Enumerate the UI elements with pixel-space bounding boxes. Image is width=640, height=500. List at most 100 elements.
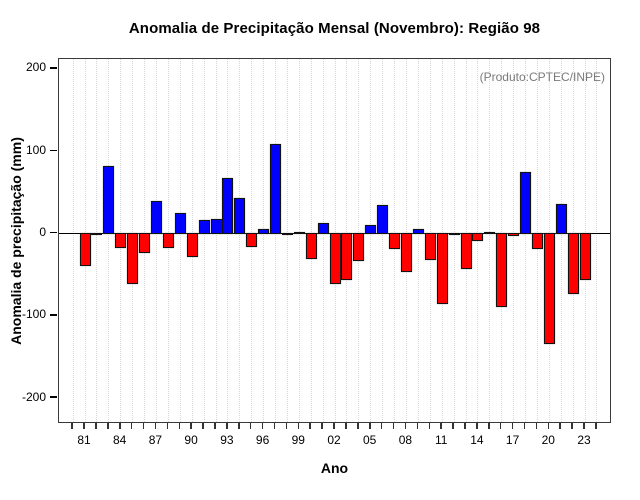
gridline — [215, 59, 217, 422]
bar-1991 — [198, 220, 210, 235]
bar-1988 — [162, 232, 174, 248]
gridline — [155, 59, 157, 422]
x-tick — [261, 423, 264, 429]
bar-2013 — [460, 232, 472, 269]
x-tick-label: 84 — [113, 433, 127, 447]
y-tick — [50, 314, 57, 316]
gridline — [239, 59, 241, 422]
plot-area: (Produto:CPTEC/INPE) — [58, 58, 611, 423]
x-axis-title: Ano — [320, 460, 349, 476]
x-tick — [380, 423, 383, 429]
x-tick — [285, 423, 288, 429]
y-tick — [50, 149, 57, 151]
bar-1990 — [186, 232, 198, 258]
gridline — [382, 59, 384, 422]
x-tick — [345, 423, 347, 429]
gridline — [298, 59, 300, 422]
x-tick — [321, 423, 323, 429]
x-tick — [95, 423, 97, 429]
bar-2009 — [412, 229, 424, 235]
x-tick — [273, 423, 276, 429]
y-tick — [50, 396, 57, 398]
gridline — [179, 59, 181, 422]
bar-2003 — [341, 232, 353, 280]
bar-2022 — [567, 232, 579, 294]
gridline — [108, 59, 110, 422]
x-tick — [416, 423, 419, 429]
x-tick-label: 23 — [577, 433, 591, 447]
y-axis: 200 100 0 -100 -200 — [0, 58, 58, 423]
bar-2017 — [508, 232, 520, 237]
gridline — [286, 59, 288, 422]
gridline — [72, 59, 74, 422]
y-tick — [50, 67, 57, 69]
bar-1985 — [127, 232, 139, 284]
x-tick — [154, 423, 157, 429]
x-tick — [583, 423, 585, 429]
x-tick — [166, 423, 169, 429]
bar-2010 — [424, 232, 436, 260]
x-tick — [523, 423, 526, 429]
y-tick-label: -200 — [21, 389, 46, 404]
x-tick — [369, 423, 371, 429]
x-tick — [404, 423, 407, 429]
x-tick-label: 20 — [541, 433, 555, 447]
x-tick-label: 93 — [220, 433, 234, 447]
x-tick — [499, 423, 502, 429]
x-tick-label: 02 — [327, 433, 341, 447]
bar-2018 — [520, 171, 531, 235]
x-tick — [452, 423, 454, 429]
x-tick — [249, 423, 252, 429]
x-tick — [214, 423, 216, 429]
x-tick — [476, 423, 478, 429]
x-tick — [392, 423, 395, 429]
x-tick — [190, 423, 192, 429]
bar-2004 — [353, 232, 365, 261]
gridline — [203, 59, 205, 422]
x-tick — [71, 423, 73, 429]
y-tick — [50, 231, 57, 234]
bar-1993 — [222, 178, 234, 235]
product-credit-label: (Produto:CPTEC/INPE) — [479, 70, 605, 84]
bar-1989 — [174, 212, 186, 235]
x-tick — [119, 423, 121, 429]
bar-1997 — [270, 143, 281, 235]
x-tick-label: 05 — [363, 433, 377, 447]
x-tick-label: 87 — [148, 433, 163, 447]
y-tick-label: 100 — [25, 142, 46, 157]
bar-2014 — [472, 232, 484, 241]
x-tick — [511, 423, 514, 429]
bar-1983 — [103, 165, 115, 235]
x-tick — [238, 423, 240, 429]
bar-2020 — [543, 232, 555, 344]
x-tick — [83, 423, 85, 429]
gridline — [596, 59, 598, 422]
gridline — [489, 59, 491, 422]
bar-2011 — [436, 232, 448, 305]
gridline — [417, 59, 419, 422]
x-axis: 81 84 87 90 93 96 99 02 05 08 11 14 17 20 23 — [58, 423, 611, 463]
bar-1982 — [91, 232, 103, 235]
x-tick — [202, 423, 204, 429]
x-tick — [142, 423, 145, 429]
bar-2002 — [329, 232, 341, 284]
gridline — [96, 59, 98, 422]
bar-1981 — [79, 232, 91, 266]
y-tick-label: -100 — [21, 307, 46, 322]
x-tick — [440, 423, 442, 429]
bar-2015 — [484, 231, 496, 235]
x-tick — [178, 423, 180, 429]
bar-2000 — [305, 232, 317, 260]
x-tick — [571, 423, 573, 429]
bar-2019 — [531, 232, 543, 250]
bar-1999 — [293, 231, 305, 235]
bar-2007 — [389, 232, 400, 250]
y-tick-label: 200 — [25, 60, 46, 75]
x-tick — [309, 423, 311, 429]
x-tick — [226, 423, 228, 429]
bar-1986 — [139, 232, 150, 254]
x-tick-label: 81 — [77, 433, 91, 447]
bar-1984 — [115, 232, 127, 249]
gridline — [525, 59, 526, 422]
